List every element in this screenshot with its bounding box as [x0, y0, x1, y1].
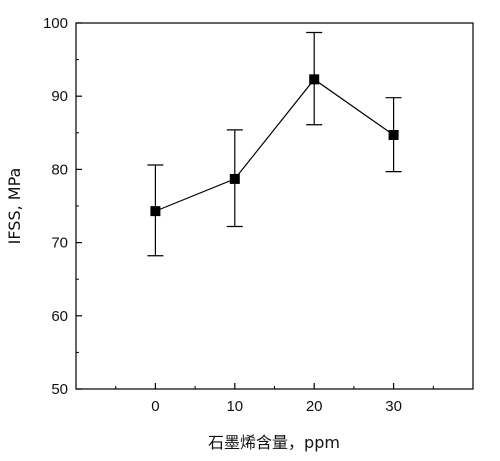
y-tick-label: 100 [43, 15, 68, 32]
data-point [388, 129, 399, 140]
axes-layer: 50 60 70 80 90 100 0 10 20 30 [43, 15, 474, 415]
y-tick-label: 50 [51, 381, 68, 398]
y-tick-label: 70 [51, 235, 68, 252]
data-point [150, 206, 161, 217]
y-tick-label: 90 [51, 88, 68, 105]
x-tick-label: 0 [151, 398, 159, 415]
x-tick-label: 30 [385, 398, 402, 415]
x-axis-title: 石墨烯含量，ppm [208, 433, 340, 452]
y-tick-label: 80 [51, 161, 68, 178]
plot-frame [75, 22, 474, 390]
y-axis-title: IFSS, MPa [5, 168, 24, 245]
y-tick-label: 60 [51, 308, 68, 325]
x-tick-label: 20 [306, 398, 323, 415]
data-point [309, 74, 320, 85]
series-line [155, 78, 394, 212]
x-tick-label: 10 [226, 398, 243, 415]
data-layer [147, 31, 402, 257]
data-point [229, 173, 240, 184]
